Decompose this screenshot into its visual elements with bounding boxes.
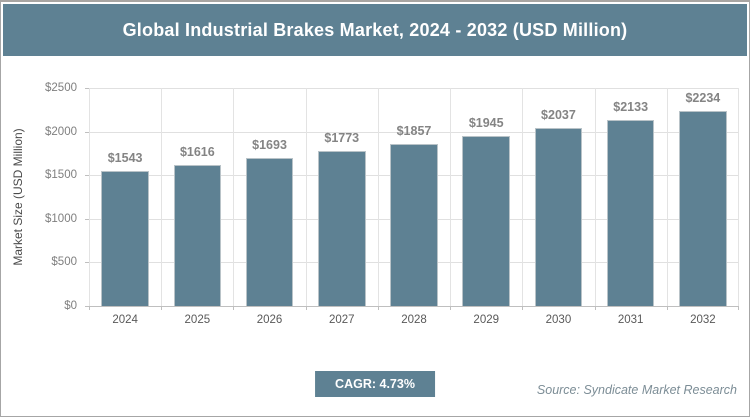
x-axis-label-2028: 2028 [401, 314, 427, 326]
gridline-y-2500 [89, 88, 739, 89]
y-tick-label: $2000 [45, 125, 77, 138]
x-tick-mark [667, 306, 668, 310]
gridline-x-2 [233, 88, 234, 306]
y-tick-label: $500 [51, 256, 77, 269]
bar-2032 [679, 111, 727, 306]
x-tick-mark [233, 306, 234, 310]
bar-value-label: $1693 [252, 138, 287, 152]
bar-value-label: $1616 [179, 145, 215, 159]
bar-value-label: $1857 [396, 124, 432, 138]
chart-title: Global Industrial Brakes Market, 2024 - … [3, 4, 747, 56]
bar-2031 [606, 120, 655, 306]
bar-value-label: $2037 [541, 108, 576, 122]
bar-value-label: $2234 [685, 91, 721, 105]
gridline-x-5 [450, 88, 451, 306]
x-axis-label-2032: 2032 [690, 314, 716, 326]
y-tick-label: $0 [64, 300, 77, 312]
x-axis-label-2026: 2026 [256, 314, 283, 326]
x-axis-label-2025: 2025 [184, 314, 211, 326]
gridline-y-0 [89, 306, 739, 307]
bar-2029 [462, 136, 511, 306]
gridline-x-9 [738, 88, 739, 306]
bar-column-2028: $1857 [378, 124, 450, 306]
x-tick-mark [522, 306, 523, 310]
gridline-y-2000 [89, 131, 739, 133]
y-axis-title: Market Size (USD Million) [11, 128, 25, 266]
y-tick-mark [85, 175, 89, 177]
x-axis-label-2031: 2031 [617, 314, 644, 326]
y-tick-mark [85, 218, 89, 220]
bar-column-2024: $1543 [89, 151, 161, 306]
bar-column-2029: $1945 [450, 116, 522, 306]
plot-area: $1543 $1616 $1693 $1773 $1857 $1945 $2037 $2133… [89, 88, 739, 307]
y-tick-mark [85, 262, 89, 264]
x-tick-mark [378, 306, 379, 310]
y-tick-label: $2500 [45, 82, 77, 94]
x-tick-mark [306, 306, 307, 310]
y-tick-label: $1500 [45, 169, 77, 182]
bar-column-2030: $2037 [522, 108, 594, 306]
x-tick-mark [161, 306, 162, 310]
x-tick-mark [738, 306, 739, 310]
bar-column-2027: $1773 [306, 131, 378, 306]
x-axis-label-2029: 2029 [473, 314, 500, 326]
bar-value-label: $1773 [324, 131, 360, 145]
cagr-badge: CAGR: 4.73% [315, 371, 435, 397]
gridline-x-8 [667, 88, 668, 306]
bar-value-label: $2133 [613, 100, 649, 114]
bar-column-2031: $2133 [595, 100, 667, 306]
bar-2027 [317, 151, 366, 306]
source-text: Source: Syndicate Market Research [536, 383, 737, 397]
bar-2028 [390, 144, 438, 306]
gridline-x-4 [378, 88, 379, 306]
bar-2026 [245, 158, 294, 306]
bar-value-label: $1543 [107, 151, 143, 165]
x-axis-label-2024: 2024 [112, 314, 138, 326]
y-tick-mark [85, 306, 89, 307]
y-tick-mark [85, 131, 89, 133]
gridline-x-6 [522, 88, 523, 306]
y-tick-label: $1000 [45, 212, 77, 225]
gridline-x-7 [595, 88, 596, 306]
y-tick-mark [85, 88, 89, 89]
bar-column-2025: $1616 [161, 145, 233, 306]
bar-column-2032: $2234 [667, 91, 739, 306]
gridline-x-3 [306, 88, 307, 306]
bar-2024 [101, 171, 149, 306]
x-axis-label-2027: 2027 [328, 314, 355, 326]
x-tick-mark [595, 306, 596, 310]
gridline-x-1 [161, 88, 162, 306]
bar-2030 [534, 128, 583, 306]
x-tick-mark [450, 306, 451, 310]
bar-column-2026: $1693 [233, 138, 305, 306]
bar-2025 [173, 165, 222, 306]
gridline-x-0 [89, 88, 90, 306]
x-tick-mark [89, 306, 90, 310]
x-axis-label-2030: 2030 [545, 314, 572, 326]
bar-value-label: $1945 [468, 116, 504, 130]
